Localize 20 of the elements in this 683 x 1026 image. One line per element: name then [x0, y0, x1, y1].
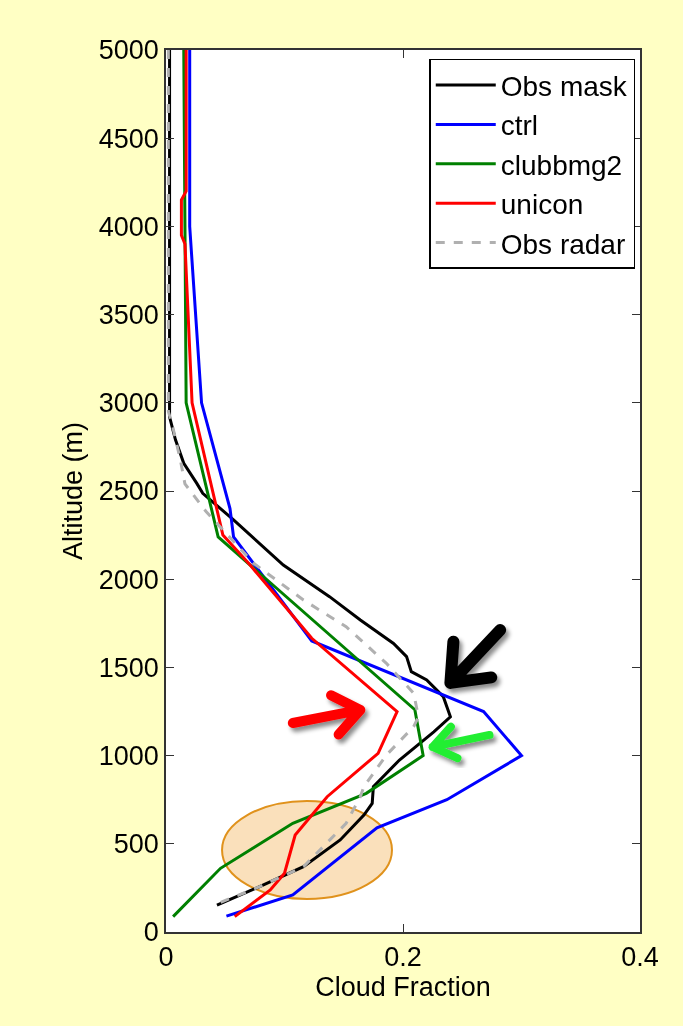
y-tick-label: 2500: [98, 476, 159, 507]
legend-label: ctrl: [500, 110, 539, 142]
y-tick-label: 1000: [98, 741, 159, 772]
y-tick-label: 4000: [98, 211, 159, 242]
x-axis-title: Cloud Fraction: [315, 972, 491, 1003]
legend-label: unicon: [500, 189, 584, 221]
y-tick-label: 4500: [98, 123, 159, 154]
legend-label: clubbmg2: [500, 149, 623, 181]
y-tick-label: 5000: [98, 35, 159, 66]
y-tick-label: 3000: [98, 388, 159, 419]
legend-label: Obs mask: [500, 70, 628, 102]
x-tick-label: 0.2: [384, 942, 422, 973]
y-tick-label: 0: [143, 917, 159, 948]
x-tick-label: 0.4: [621, 942, 659, 973]
y-tick-label: 2000: [98, 564, 159, 595]
y-tick-label: 1500: [98, 652, 159, 683]
y-tick-label: 500: [113, 829, 159, 860]
legend-label: Obs radar: [500, 228, 626, 260]
y-tick-label: 3500: [98, 300, 159, 331]
y-axis-title: Altitude (m): [58, 421, 89, 561]
